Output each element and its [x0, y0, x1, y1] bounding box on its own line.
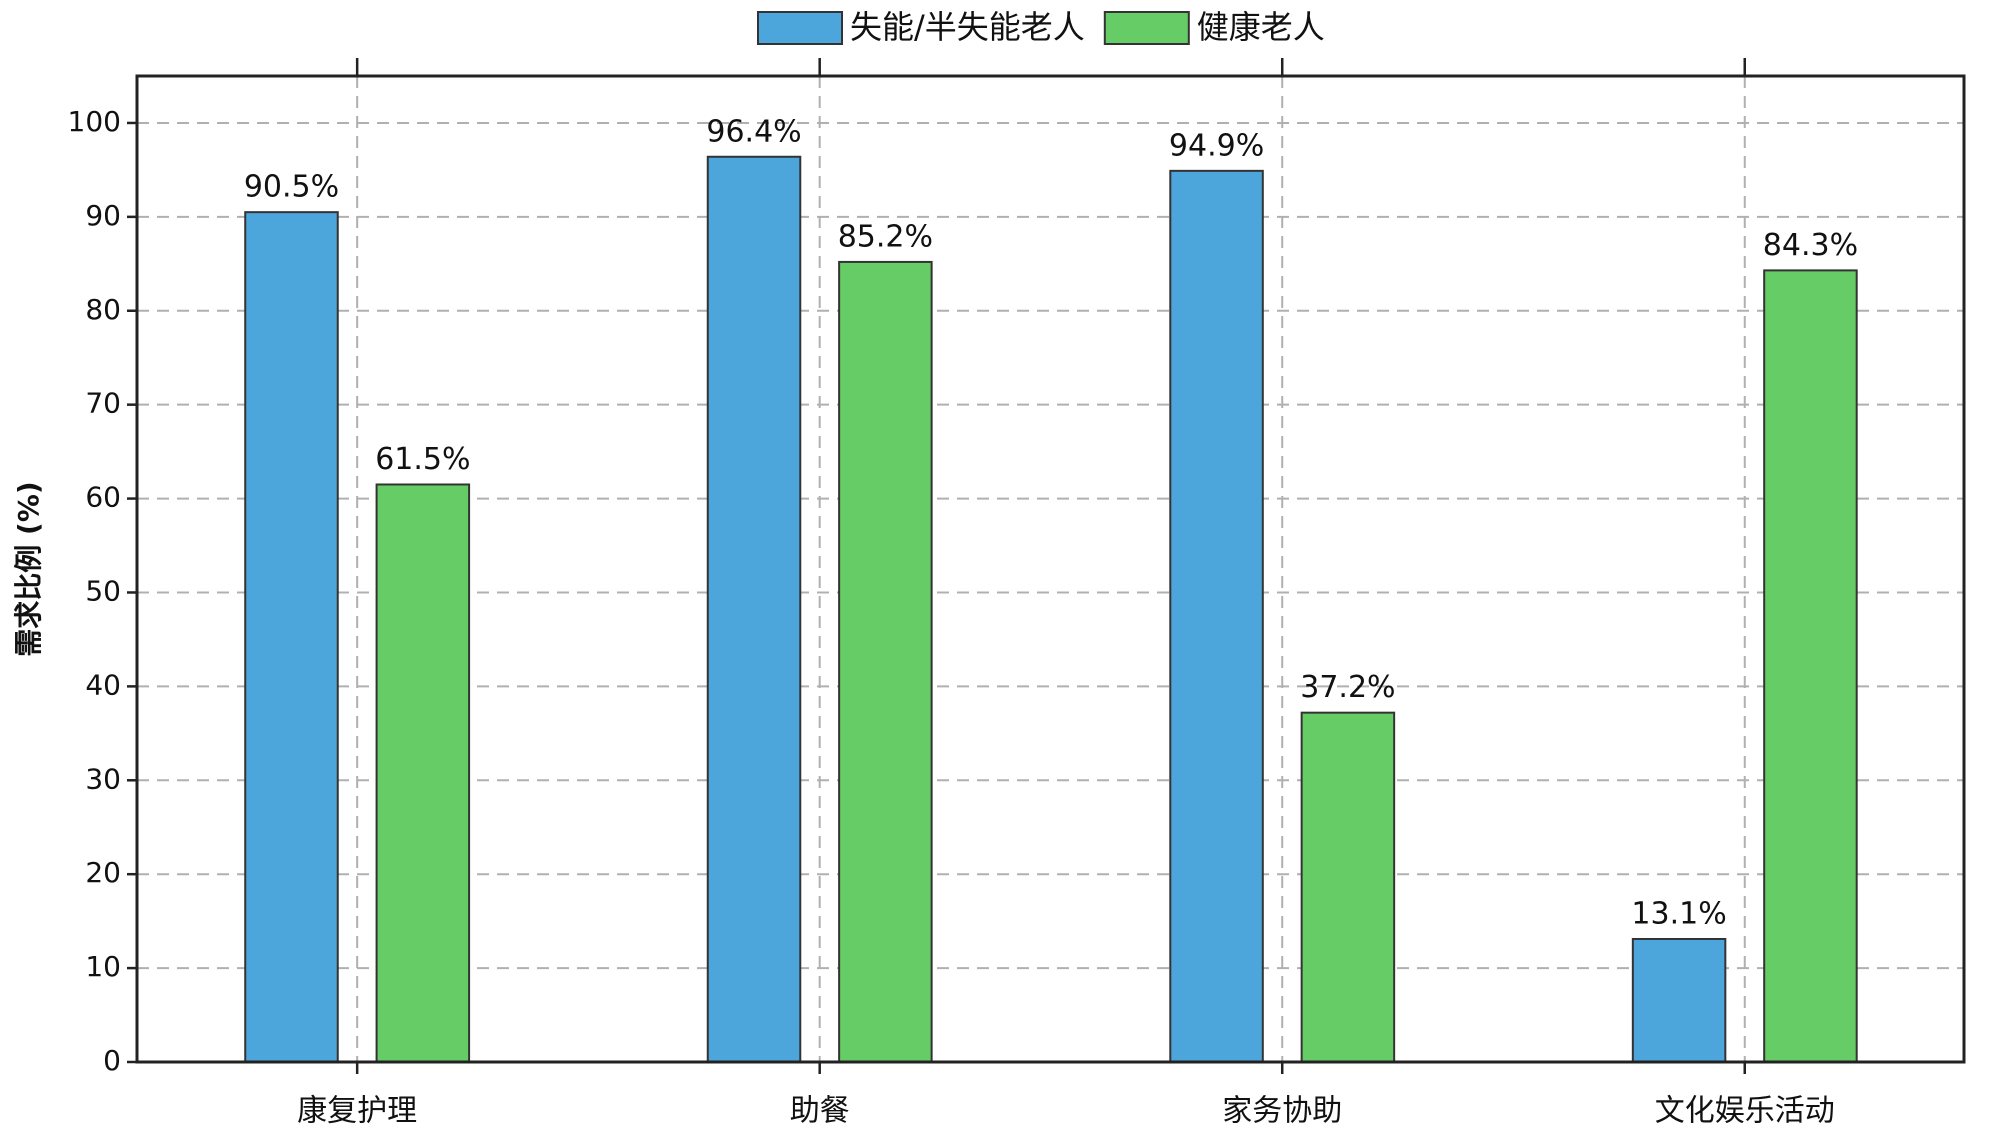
y-tick-label: 40: [85, 668, 121, 701]
y-axis-label: 需求比例 (%): [12, 481, 45, 656]
value-label: 37.2%: [1300, 670, 1395, 705]
legend-label: 健康老人: [1197, 8, 1325, 46]
value-label: 96.4%: [706, 114, 801, 149]
bar: [375, 483, 471, 1063]
bar: [1169, 169, 1264, 1063]
value-label: 61.5%: [375, 442, 470, 477]
bar: [244, 211, 339, 1063]
bar: [706, 155, 802, 1063]
x-tick-label: 文化娱乐活动: [1655, 1094, 1835, 1129]
bar: [1300, 711, 1396, 1063]
y-tick-label: 60: [85, 481, 121, 514]
bar: [1631, 937, 1727, 1063]
value-label: 85.2%: [838, 219, 933, 254]
legend-swatch: [1103, 11, 1190, 45]
legend-label: 失能/半失能老人: [850, 8, 1085, 46]
y-tick-label: 0: [103, 1044, 121, 1077]
plot-frame: [135, 74, 1966, 1064]
y-tick-label: 100: [68, 105, 121, 138]
x-tick-label: 助餐: [790, 1094, 850, 1129]
bar: [838, 260, 933, 1063]
y-tick-label: 70: [85, 387, 121, 420]
value-label: 13.1%: [1631, 896, 1726, 931]
x-tick-label: 康复护理: [297, 1094, 417, 1129]
y-tick-label: 20: [85, 856, 121, 889]
legend-swatch: [757, 11, 843, 45]
value-label: 84.3%: [1763, 228, 1858, 263]
y-tick-label: 80: [85, 293, 121, 326]
y-tick-label: 30: [85, 762, 121, 795]
y-tick-label: 90: [85, 199, 121, 232]
value-label: 90.5%: [244, 170, 339, 205]
value-label: 94.9%: [1169, 128, 1264, 163]
y-tick-label: 10: [85, 950, 121, 983]
bar: [1763, 269, 1858, 1063]
y-tick-label: 50: [85, 574, 121, 607]
x-tick-label: 家务协助: [1222, 1094, 1342, 1129]
